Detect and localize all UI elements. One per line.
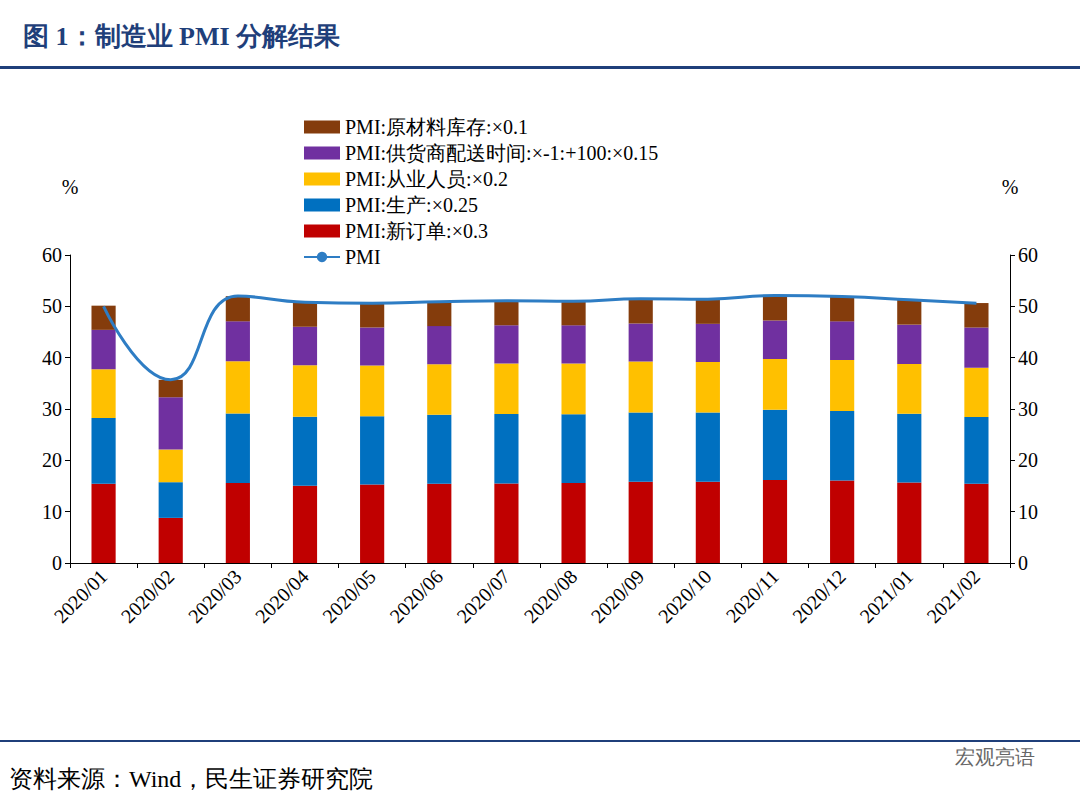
svg-text:2020/07: 2020/07 [452, 565, 514, 627]
svg-text:图 1：制造业 PMI 分解结果: 图 1：制造业 PMI 分解结果 [23, 22, 340, 51]
svg-text:2020/09: 2020/09 [587, 565, 649, 627]
svg-text:60: 60 [1018, 244, 1038, 266]
svg-text:资料来源：Wind，民生证券研究院: 资料来源：Wind，民生证券研究院 [9, 766, 373, 792]
svg-text:PMI:供货商配送时间:×-1:+100:×0.15: PMI:供货商配送时间:×-1:+100:×0.15 [345, 142, 658, 164]
svg-text:60: 60 [42, 244, 62, 266]
svg-text:30: 30 [42, 398, 62, 420]
svg-text:0: 0 [52, 552, 62, 574]
svg-text:50: 50 [1018, 295, 1038, 317]
svg-text:40: 40 [1018, 347, 1038, 369]
svg-text:PMI:生产:×0.25: PMI:生产:×0.25 [345, 194, 478, 216]
svg-text:PMI:原材料库存:×0.1: PMI:原材料库存:×0.1 [345, 116, 528, 138]
svg-text:2020/08: 2020/08 [519, 565, 581, 627]
svg-text:2021/02: 2021/02 [922, 565, 984, 627]
svg-text:PMI:从业人员:×0.2: PMI:从业人员:×0.2 [345, 168, 508, 190]
svg-text:2020/11: 2020/11 [721, 565, 782, 626]
svg-text:2021/01: 2021/01 [855, 565, 917, 627]
svg-text:2020/10: 2020/10 [654, 565, 716, 627]
svg-text:2020/12: 2020/12 [788, 565, 850, 627]
svg-text:20: 20 [42, 449, 62, 471]
svg-text:2020/06: 2020/06 [385, 565, 447, 627]
svg-text:%: % [1002, 176, 1019, 198]
svg-text:20: 20 [1018, 449, 1038, 471]
svg-text:10: 10 [42, 501, 62, 523]
svg-text:%: % [62, 176, 79, 198]
svg-text:宏观亮语: 宏观亮语 [955, 745, 1035, 769]
svg-text:PMI: PMI [345, 246, 381, 268]
svg-text:0: 0 [1018, 552, 1028, 574]
svg-text:50: 50 [42, 295, 62, 317]
svg-text:30: 30 [1018, 398, 1038, 420]
svg-text:PMI:新订单:×0.3: PMI:新订单:×0.3 [345, 220, 488, 242]
svg-text:2020/05: 2020/05 [318, 565, 380, 627]
svg-text:2020/04: 2020/04 [251, 565, 313, 627]
svg-text:2020/03: 2020/03 [184, 565, 246, 627]
svg-text:40: 40 [42, 347, 62, 369]
svg-text:2020/02: 2020/02 [117, 565, 179, 627]
svg-text:2020/01: 2020/01 [49, 565, 111, 627]
svg-text:10: 10 [1018, 501, 1038, 523]
